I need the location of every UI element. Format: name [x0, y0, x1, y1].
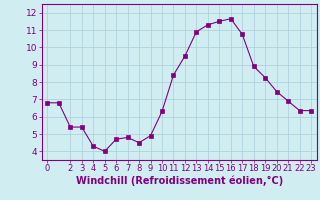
X-axis label: Windchill (Refroidissement éolien,°C): Windchill (Refroidissement éolien,°C): [76, 176, 283, 186]
